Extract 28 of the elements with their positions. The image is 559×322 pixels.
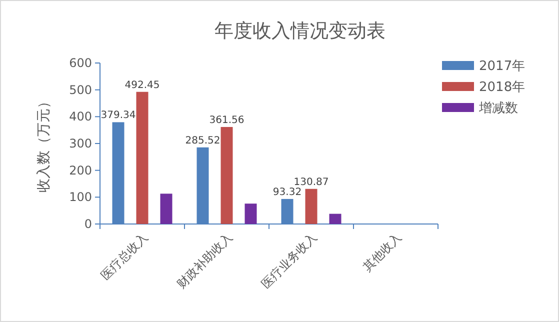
data-label: 93.32: [272, 186, 302, 198]
y-tick-label: 400: [69, 110, 92, 124]
y-axis-title: 收入数（万元）: [36, 94, 52, 192]
data-label: 285.52: [185, 135, 220, 146]
bar: [220, 126, 233, 224]
data-label: 379.34: [100, 110, 136, 122]
y-tick-label: 300: [69, 136, 92, 150]
data-label: 130.87: [294, 176, 329, 188]
chart-title: 年度收入情况变动表: [214, 20, 386, 42]
data-label: 492.45: [124, 80, 160, 91]
bar: [244, 204, 257, 224]
bar: [136, 92, 148, 224]
bar: [160, 194, 172, 224]
data-label: 361.56: [209, 114, 244, 126]
y-tick-label: 0: [84, 217, 92, 231]
y-tick-label: 600: [69, 56, 92, 70]
x-tick-label: 医疗总收入: [98, 230, 150, 283]
legend-label: 增减数: [478, 101, 518, 116]
bar: [305, 188, 318, 224]
x-tick-label: 财政补助收入: [174, 230, 235, 292]
y-tick-label: 100: [69, 190, 92, 204]
legend-label: 2018年: [479, 80, 526, 95]
bar: [329, 214, 342, 224]
y-tick-label: 200: [69, 163, 92, 178]
y-tick-label: 500: [69, 82, 92, 97]
x-tick-label: 医疗业务收入: [258, 230, 320, 292]
legend-label: 2017年: [479, 59, 526, 74]
x-tick-label: 其他收入: [360, 230, 404, 274]
